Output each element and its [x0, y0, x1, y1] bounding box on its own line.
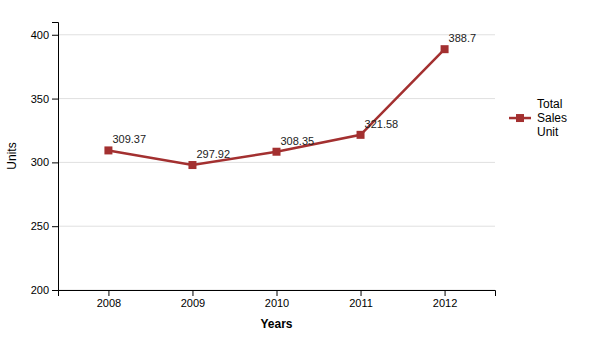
y-tick-label: 200	[31, 284, 49, 296]
grid-line	[58, 226, 495, 227]
marker	[273, 148, 281, 156]
y-tick-mark	[52, 162, 58, 163]
chart: 2008 2009 2010 2011 2012 200 250 300 350 400 309.3…	[0, 0, 605, 340]
x-tick-mark	[192, 290, 193, 296]
y-tick-label: 250	[31, 220, 49, 232]
grid-line	[58, 98, 495, 99]
marks	[104, 45, 448, 169]
grid-line	[58, 34, 495, 35]
x-tick-label: 2008	[97, 297, 121, 309]
grid	[58, 35, 495, 290]
x-axis-line	[59, 291, 496, 297]
x-tick-mark	[361, 290, 362, 296]
marker	[104, 146, 112, 154]
x-tick: 2011	[349, 290, 373, 309]
data-label: 388.7	[449, 32, 477, 44]
x-tick-label: 2009	[181, 297, 205, 309]
y-tick-mark	[52, 99, 58, 100]
plot: 2008 2009 2010 2011 2012 200 250 300 350 400 309.3…	[31, 23, 496, 309]
legend-label: TotalSalesUnit	[537, 97, 567, 139]
y-tick: 350	[31, 93, 58, 105]
x-tick: 2008	[97, 290, 121, 309]
x-axis-title: Years	[260, 317, 292, 331]
x-axis: 2008 2009 2010 2011 2012	[59, 290, 496, 309]
legend-marker	[516, 114, 524, 122]
y-tick: 250	[31, 220, 58, 232]
data-labels: 309.37 297.92 308.35 321.58 388.7	[112, 32, 476, 160]
data-label: 297.92	[196, 148, 230, 160]
x-tick-label: 2012	[433, 297, 457, 309]
data-label: 321.58	[365, 118, 399, 130]
x-tick: 2010	[265, 290, 289, 309]
x-tick-mark	[445, 290, 446, 296]
line	[108, 49, 444, 165]
grid-line	[58, 162, 495, 163]
y-tick-mark	[52, 226, 58, 227]
y-tick-label: 300	[31, 156, 49, 168]
y-tick: 200	[31, 284, 58, 296]
y-tick: 400	[31, 29, 58, 41]
legend: TotalSalesUnit	[509, 97, 567, 139]
data-label: 309.37	[112, 133, 146, 145]
y-tick-mark	[52, 35, 58, 36]
x-tick-mark	[108, 290, 109, 296]
marker	[188, 161, 196, 169]
y-axis: 200 250 300 350 400	[31, 23, 59, 297]
x-tick: 2012	[433, 290, 457, 309]
y-axis-line	[52, 23, 59, 291]
y-axis-title: Units	[5, 142, 19, 169]
x-tick: 2009	[181, 290, 205, 309]
y-tick-label: 400	[31, 29, 49, 41]
x-tick-label: 2010	[265, 297, 289, 309]
y-tick: 300	[31, 156, 58, 168]
x-tick-mark	[277, 290, 278, 296]
data-label: 308.35	[281, 135, 315, 147]
x-tick-label: 2011	[349, 297, 373, 309]
y-tick-label: 350	[31, 93, 49, 105]
marker	[441, 45, 449, 53]
marker	[357, 131, 365, 139]
y-tick-mark	[52, 290, 58, 291]
legend-item: TotalSalesUnit	[509, 97, 567, 139]
